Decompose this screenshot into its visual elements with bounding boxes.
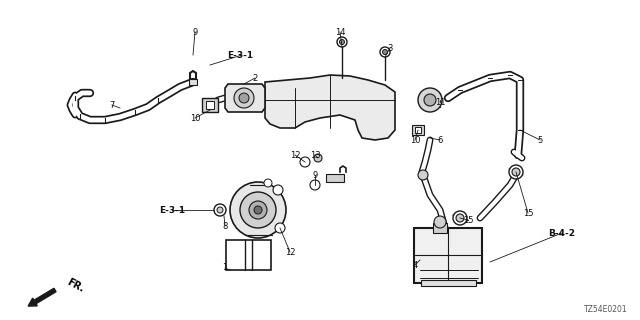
Bar (415, 127, 421, 133)
Text: B-4-2: B-4-2 (548, 228, 575, 237)
Text: TZ54E0201: TZ54E0201 (584, 305, 628, 314)
Bar (206, 101, 214, 109)
Bar (414, 228, 482, 283)
Circle shape (383, 50, 387, 54)
Bar (202, 98, 218, 112)
Circle shape (254, 206, 262, 214)
Circle shape (453, 211, 467, 225)
Circle shape (214, 204, 226, 216)
Text: 4: 4 (412, 260, 418, 269)
Bar (189, 79, 197, 85)
Circle shape (240, 192, 276, 228)
Text: 11: 11 (435, 98, 445, 107)
Text: E-3-1: E-3-1 (159, 205, 185, 214)
Text: 9: 9 (312, 171, 317, 180)
Circle shape (310, 180, 320, 190)
Bar (225, 240, 271, 270)
Text: 10: 10 (410, 135, 420, 145)
Text: 2: 2 (252, 74, 258, 83)
Text: 9: 9 (193, 28, 198, 36)
Bar (412, 125, 424, 135)
Text: 7: 7 (109, 100, 115, 109)
Polygon shape (225, 84, 265, 112)
Circle shape (234, 88, 254, 108)
Circle shape (239, 93, 249, 103)
Circle shape (300, 157, 310, 167)
Circle shape (424, 94, 436, 106)
Circle shape (418, 88, 442, 112)
Circle shape (275, 223, 285, 233)
Bar (433, 223, 447, 233)
Circle shape (337, 37, 347, 47)
Text: 13: 13 (310, 150, 320, 159)
Circle shape (273, 185, 283, 195)
Circle shape (314, 154, 322, 162)
Text: 6: 6 (437, 135, 443, 145)
Bar (326, 174, 344, 182)
Circle shape (456, 214, 464, 222)
Bar (420, 280, 476, 286)
Circle shape (434, 216, 446, 228)
Text: 3: 3 (387, 44, 393, 52)
Circle shape (418, 170, 428, 180)
Bar (420, 93, 440, 107)
Circle shape (509, 165, 523, 179)
Text: 8: 8 (222, 221, 228, 230)
FancyArrow shape (28, 288, 56, 306)
Circle shape (217, 207, 223, 213)
Text: 10: 10 (189, 114, 200, 123)
Polygon shape (265, 75, 395, 140)
Text: 12: 12 (290, 150, 300, 159)
Text: 5: 5 (538, 135, 543, 145)
Text: 12: 12 (285, 247, 295, 257)
Text: E-3-1: E-3-1 (227, 51, 253, 60)
Circle shape (339, 39, 344, 44)
Text: 15: 15 (523, 209, 533, 218)
Circle shape (264, 179, 272, 187)
Text: 1: 1 (222, 263, 228, 273)
Text: 14: 14 (335, 28, 345, 36)
Text: 15: 15 (463, 215, 473, 225)
Circle shape (512, 168, 520, 176)
Circle shape (380, 47, 390, 57)
Circle shape (230, 182, 286, 238)
Circle shape (249, 201, 267, 219)
Text: FR.: FR. (65, 277, 86, 295)
